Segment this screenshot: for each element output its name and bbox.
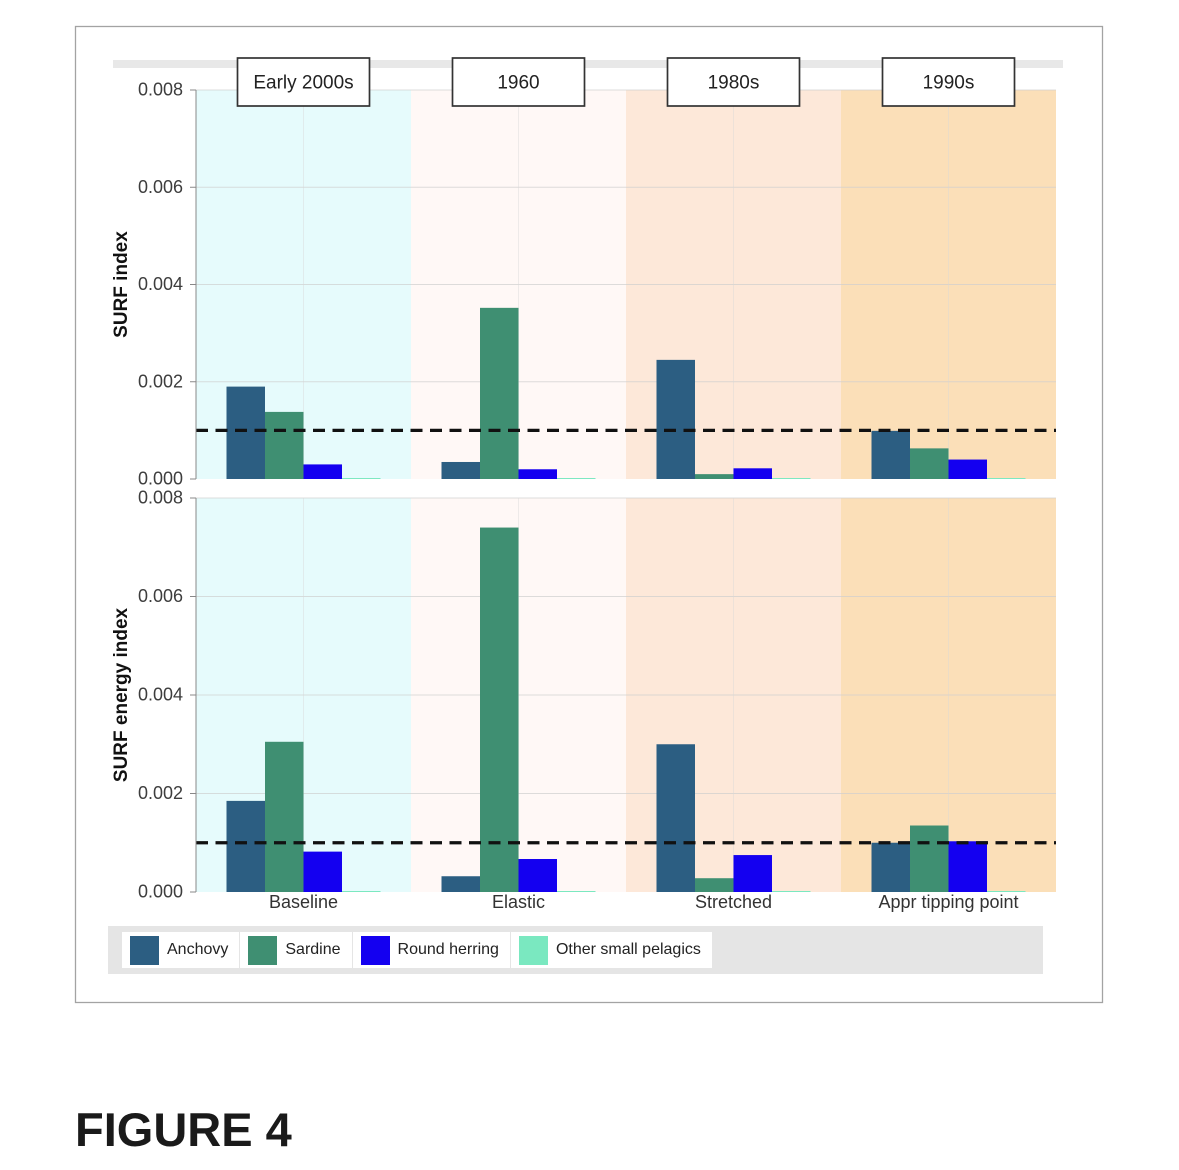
svg-text:0.004: 0.004 xyxy=(138,274,183,294)
svg-text:Appr tipping point: Appr tipping point xyxy=(878,892,1018,912)
svg-text:0.002: 0.002 xyxy=(138,371,183,391)
svg-text:0.006: 0.006 xyxy=(138,586,183,606)
svg-text:0.000: 0.000 xyxy=(138,469,183,489)
svg-text:0.004: 0.004 xyxy=(138,685,183,705)
svg-text:SURF energy index: SURF energy index xyxy=(111,607,132,782)
svg-text:0.006: 0.006 xyxy=(138,177,183,197)
svg-text:1980s: 1980s xyxy=(708,73,760,94)
svg-text:1960: 1960 xyxy=(497,73,539,94)
svg-text:SURF index: SURF index xyxy=(111,231,132,338)
svg-text:Early 2000s: Early 2000s xyxy=(253,73,353,94)
svg-text:1990s: 1990s xyxy=(923,73,975,94)
svg-text:Stretched: Stretched xyxy=(695,892,772,912)
svg-text:0.008: 0.008 xyxy=(138,80,183,100)
svg-text:Elastic: Elastic xyxy=(492,892,545,912)
svg-text:0.002: 0.002 xyxy=(138,783,183,803)
svg-text:Baseline: Baseline xyxy=(269,892,338,912)
svg-text:0.008: 0.008 xyxy=(138,488,183,508)
svg-text:0.000: 0.000 xyxy=(138,882,183,902)
